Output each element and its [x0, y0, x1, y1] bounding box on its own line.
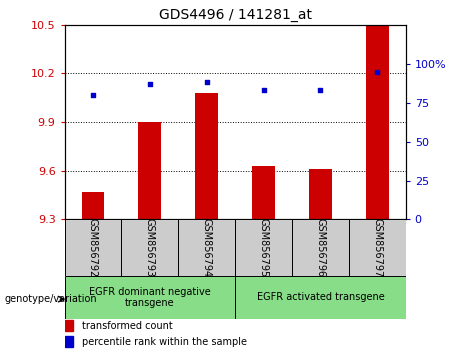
Text: transformed count: transformed count — [82, 321, 172, 331]
Text: GSM856793: GSM856793 — [145, 218, 155, 278]
Bar — [252, 166, 275, 219]
Bar — [138, 122, 161, 219]
Bar — [65, 276, 235, 319]
Text: GSM856792: GSM856792 — [88, 218, 98, 278]
Text: GSM856797: GSM856797 — [372, 218, 382, 278]
Bar — [349, 219, 406, 276]
Point — [317, 87, 324, 93]
Bar — [309, 169, 332, 219]
Point — [260, 87, 267, 93]
Bar — [235, 219, 292, 276]
Bar — [178, 219, 235, 276]
Bar — [366, 27, 389, 219]
Bar — [65, 219, 121, 276]
Point — [373, 69, 381, 74]
Point — [146, 81, 154, 87]
Point — [203, 80, 210, 85]
Text: percentile rank within the sample: percentile rank within the sample — [82, 337, 247, 347]
Text: GSM856796: GSM856796 — [315, 218, 325, 278]
Bar — [235, 276, 406, 319]
Bar — [195, 93, 218, 219]
Point — [89, 92, 97, 98]
Bar — [121, 219, 178, 276]
Bar — [65, 336, 73, 347]
Text: GSM856794: GSM856794 — [201, 218, 212, 278]
Text: EGFR activated transgene: EGFR activated transgene — [256, 292, 384, 302]
Text: GSM856795: GSM856795 — [259, 218, 269, 278]
Title: GDS4496 / 141281_at: GDS4496 / 141281_at — [159, 8, 312, 22]
Text: EGFR dominant negative
transgene: EGFR dominant negative transgene — [89, 286, 211, 308]
Bar — [292, 219, 349, 276]
Bar — [82, 192, 104, 219]
Text: genotype/variation: genotype/variation — [5, 294, 97, 304]
Bar — [65, 320, 73, 331]
